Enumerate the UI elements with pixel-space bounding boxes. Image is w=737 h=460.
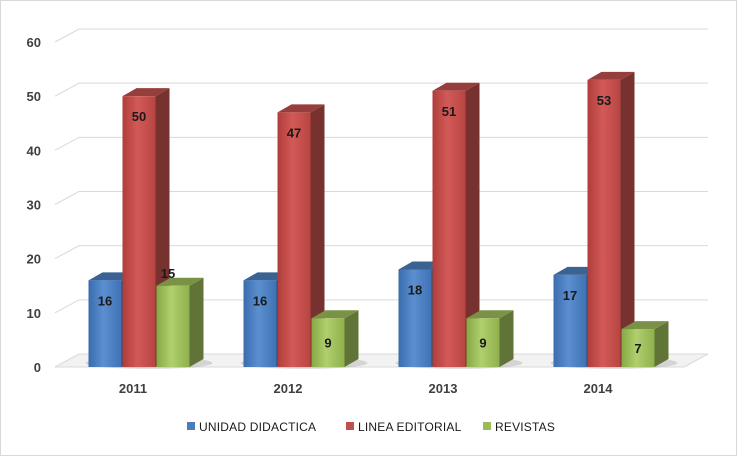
- bar-linea-editorial-2012: [277, 104, 325, 368]
- bar-linea-editorial-2013: [432, 82, 480, 367]
- data-label: 50: [132, 109, 146, 124]
- bar-top: [587, 71, 635, 80]
- gridline: [54, 245, 708, 260]
- gridline: [54, 299, 708, 314]
- bar-side: [344, 310, 359, 367]
- bar-top: [311, 310, 359, 319]
- bar-side: [310, 104, 325, 368]
- data-label: 7: [634, 341, 641, 356]
- bar-top: [277, 104, 325, 113]
- data-label: 47: [287, 125, 301, 140]
- data-label: 9: [324, 336, 331, 351]
- bar-revistas-2014: [621, 321, 669, 367]
- bar-top: [466, 310, 514, 319]
- bar-top: [621, 321, 669, 330]
- bar-top: [156, 277, 204, 286]
- data-labels: 16 50 15 16 47 9 18 51 9 17 53 7: [98, 93, 642, 356]
- bar-front: [553, 274, 587, 367]
- x-axis: 2011 2012 2013 2014: [119, 381, 613, 396]
- y-axis: 0 10 20 30 40 50 60: [27, 35, 41, 375]
- bar-front: [122, 96, 156, 368]
- x-tick-label: 2012: [274, 381, 303, 396]
- data-label: 51: [442, 104, 456, 119]
- bar-side: [654, 321, 669, 367]
- bar-side: [189, 277, 204, 367]
- bar-side: [499, 310, 514, 367]
- data-label: 9: [479, 336, 486, 351]
- bar-front: [277, 112, 311, 368]
- data-label: 18: [408, 283, 422, 298]
- x-tick-label: 2013: [429, 381, 458, 396]
- data-label: 16: [98, 293, 112, 308]
- bar-front: [621, 329, 655, 367]
- legend-swatch: [187, 422, 195, 430]
- bar-revistas-2012: [311, 310, 359, 367]
- bars: [85, 71, 678, 369]
- y-tick-label: 60: [27, 35, 41, 50]
- data-label: 17: [563, 288, 577, 303]
- legend-swatch: [483, 422, 491, 430]
- bar-side: [465, 82, 480, 367]
- y-tick-label: 0: [34, 360, 41, 375]
- x-tick-label: 2014: [584, 381, 614, 396]
- bar-front: [88, 280, 122, 367]
- bar-linea-editorial-2014: [587, 71, 635, 368]
- data-label: 15: [161, 266, 175, 281]
- gridline: [54, 82, 708, 97]
- bar-front: [432, 90, 466, 367]
- gridlines: [54, 28, 709, 368]
- bar-front: [466, 318, 500, 367]
- y-tick-label: 10: [27, 306, 41, 321]
- y-tick-label: 40: [27, 143, 41, 158]
- bar-top: [432, 82, 480, 91]
- bar-revistas-2013: [466, 310, 514, 367]
- legend: UNIDAD DIDACTICA LINEA EDITORIAL REVISTAS: [187, 420, 555, 434]
- bar-front: [398, 269, 432, 367]
- legend-swatch: [346, 422, 354, 430]
- data-label: 53: [597, 93, 611, 108]
- gridline: [54, 28, 708, 43]
- data-label: 16: [253, 293, 267, 308]
- bar-side: [620, 71, 635, 368]
- legend-label: LINEA EDITORIAL: [358, 420, 462, 434]
- bar-top: [122, 88, 170, 97]
- gridline: [54, 136, 708, 151]
- bar-front: [243, 280, 277, 367]
- bar-front: [156, 285, 190, 367]
- legend-label: UNIDAD DIDACTICA: [199, 420, 316, 434]
- x-tick-label: 2011: [119, 381, 147, 396]
- gridline: [54, 191, 708, 205]
- bar-front: [311, 318, 345, 367]
- bar-revistas-2011: [156, 277, 204, 367]
- legend-label: REVISTAS: [495, 420, 555, 434]
- bar-front: [587, 79, 621, 368]
- y-tick-label: 30: [27, 198, 41, 213]
- y-tick-label: 50: [27, 89, 41, 104]
- y-tick-label: 20: [27, 252, 41, 267]
